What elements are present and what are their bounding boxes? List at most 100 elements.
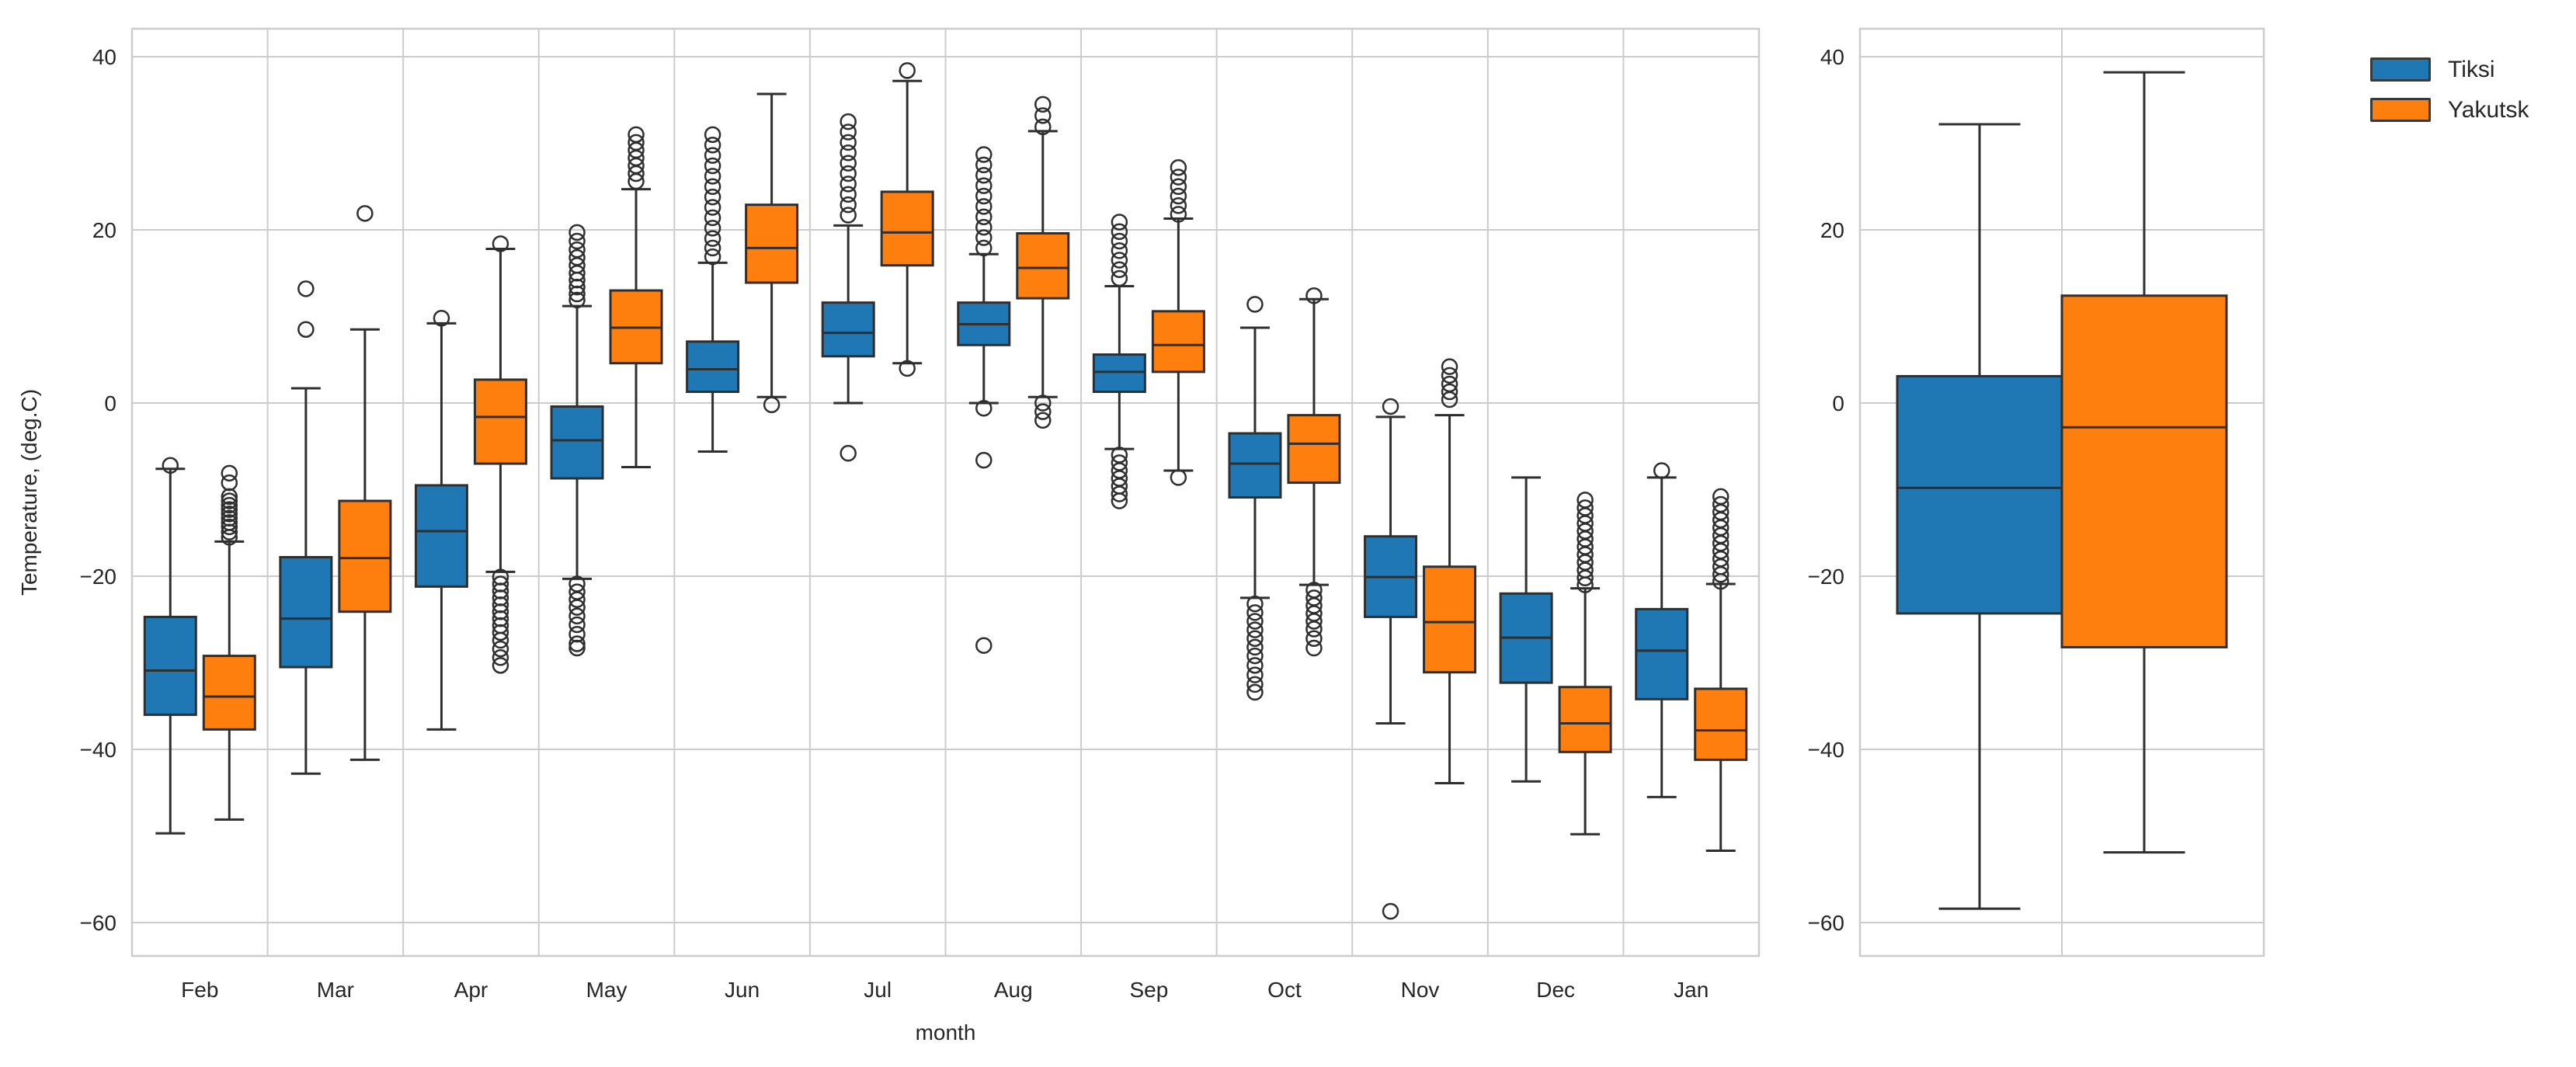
legend-item-yakutsk: Yakutsk: [2370, 98, 2529, 122]
outlier-marker: [492, 235, 509, 252]
outlier-marker: [840, 176, 857, 193]
outlier-marker: [840, 207, 857, 224]
outlier-marker: [1170, 197, 1187, 214]
outlier-marker: [975, 167, 993, 184]
box-dec-yakutsk: [1558, 492, 1612, 836]
outlier-marker: [975, 637, 993, 654]
outlier-marker: [568, 599, 586, 616]
box-iqr: [1896, 374, 2063, 615]
box-aug-tiksi: [957, 146, 1011, 654]
outlier-marker: [704, 209, 721, 227]
outlier-marker: [492, 631, 509, 649]
tick-label: Aug: [994, 978, 1033, 1002]
tick-label: May: [586, 978, 627, 1002]
box-iqr: [745, 203, 799, 284]
outlier-marker: [1111, 269, 1128, 287]
outlier-marker: [492, 640, 509, 658]
outlier-marker: [1246, 657, 1264, 674]
tick-label: Dec: [1536, 978, 1575, 1002]
tick-label: −60: [80, 911, 117, 935]
box-jul-yakutsk: [880, 62, 934, 377]
box-iqr: [880, 190, 934, 267]
outlier-marker: [568, 591, 586, 608]
legend-item-tiksi: Tiksi: [2370, 57, 2529, 82]
outlier-marker: [840, 134, 857, 151]
legend-label-yakutsk: Yakutsk: [2448, 97, 2529, 123]
outlier-marker: [1111, 492, 1128, 509]
outlier-marker: [433, 309, 450, 327]
outlier-marker: [568, 285, 586, 303]
outlier-marker: [1382, 398, 1399, 415]
outlier-marker: [1034, 394, 1052, 412]
box-overall-tiksi: [1896, 123, 2063, 910]
outlier-marker: [1170, 158, 1187, 176]
outlier-marker: [1170, 206, 1187, 223]
box-jul-tiksi: [821, 113, 875, 462]
tick-label: Apr: [454, 978, 488, 1002]
box-iqr: [1558, 686, 1612, 753]
outlier-marker: [840, 144, 857, 162]
outlier-marker: [1305, 630, 1323, 648]
tick-label: 0: [104, 391, 116, 415]
outlier-marker: [1712, 566, 1730, 583]
outlier-marker: [221, 464, 238, 482]
tick-label: Feb: [181, 978, 218, 1002]
outlier-marker: [1653, 462, 1670, 479]
outlier-marker: [1305, 639, 1323, 657]
box-iqr: [550, 405, 604, 480]
plot-border: [1858, 27, 2265, 958]
outlier-marker: [1170, 187, 1187, 205]
box-aug-yakutsk: [1016, 96, 1070, 429]
outlier-marker: [1246, 647, 1264, 665]
box-iqr: [143, 615, 197, 716]
outlier-marker: [763, 396, 780, 413]
box-feb-tiksi: [143, 457, 197, 835]
outlier-marker: [221, 505, 238, 523]
outlier-marker: [1111, 242, 1128, 259]
outlier-marker: [840, 196, 857, 214]
outlier-marker: [162, 457, 179, 474]
plot-border: [130, 27, 1761, 958]
outlier-marker: [356, 205, 374, 222]
outlier-marker: [704, 168, 721, 185]
y-tick-labels-left: 40 20 0 −20 −40 −60: [80, 45, 117, 935]
outlier-marker: [1034, 403, 1052, 420]
box-oct-tiksi: [1228, 296, 1282, 701]
outlier-marker: [975, 187, 993, 205]
outlier-marker: [1034, 107, 1052, 124]
tick-label: 40: [1820, 45, 1844, 69]
box-iqr: [1016, 231, 1070, 300]
box-jun-yakutsk: [745, 92, 799, 413]
box-iqr: [473, 378, 527, 465]
outlier-marker: [1034, 96, 1052, 113]
tick-label: 40: [92, 45, 116, 69]
outlier-marker: [221, 501, 238, 518]
outlier-marker: [627, 172, 645, 190]
outlier-marker: [840, 123, 857, 141]
tick-label: −40: [80, 738, 117, 762]
box-sep-yakutsk: [1151, 158, 1205, 486]
outlier-marker: [975, 218, 993, 236]
box-iqr: [2060, 294, 2228, 648]
legend-swatch-tiksi: [2370, 57, 2431, 82]
tick-label: Nov: [1401, 978, 1440, 1002]
box-may-yakutsk: [609, 126, 663, 469]
outlier-marker: [1170, 169, 1187, 186]
outlier-marker: [627, 165, 645, 182]
outlier-marker: [221, 529, 238, 546]
monthly-panel-grid: [130, 27, 1761, 958]
box-nov-tiksi: [1364, 398, 1418, 920]
outlier-marker: [1111, 214, 1128, 231]
tick-label: 0: [1832, 391, 1844, 415]
box-iqr: [414, 484, 468, 588]
box-apr-yakutsk: [473, 235, 527, 674]
legend: Tiksi Yakutsk: [2370, 57, 2529, 138]
outlier-marker: [704, 248, 721, 266]
outlier-marker: [1577, 569, 1594, 586]
outlier-marker: [1246, 621, 1264, 638]
outlier-marker: [975, 156, 993, 174]
tick-label: 20: [1820, 218, 1844, 242]
outlier-marker: [221, 523, 238, 540]
outlier-marker: [1305, 613, 1323, 630]
